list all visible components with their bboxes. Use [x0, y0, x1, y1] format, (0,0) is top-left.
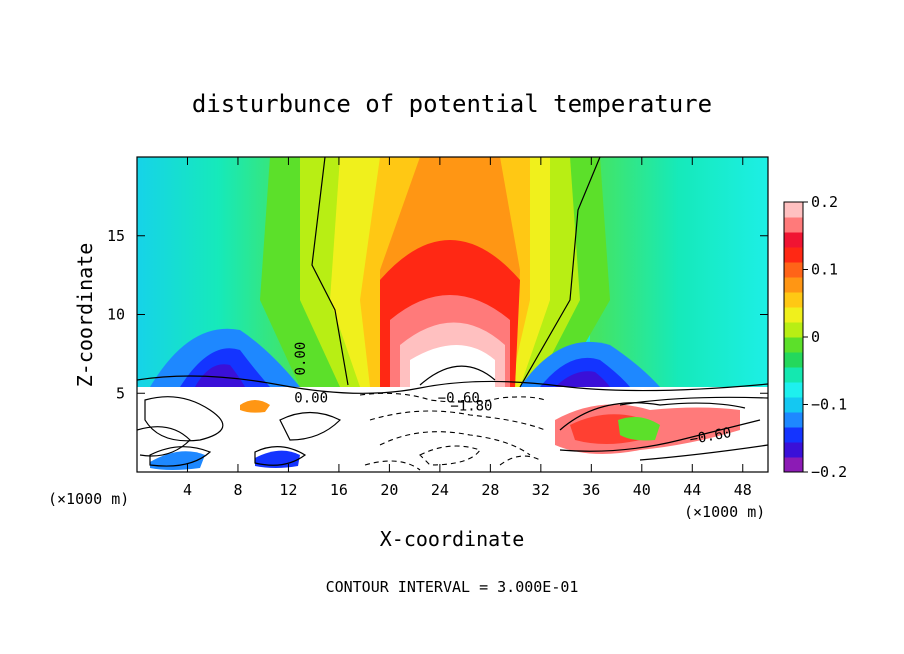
x-tick-label: 32 [532, 481, 550, 499]
colorbar-tick-label: −0.2 [811, 463, 847, 481]
contour-labels: 0.00−0.60−1.80−0.600.00 [293, 342, 733, 448]
colorbar-segment [784, 202, 803, 218]
x-tick-label: 12 [279, 481, 297, 499]
colorbar-tick-label: 0.1 [811, 261, 838, 279]
contour-label: 0.00 [294, 391, 328, 407]
x-tick-label: 20 [380, 481, 398, 499]
contour-label: −0.60 [438, 391, 480, 407]
y-axis-ticks: 5 10 15 [107, 227, 768, 402]
colorbar-tick-label: 0.2 [811, 193, 838, 211]
x-unit-left: (×1000 m) [48, 490, 129, 508]
y-tick-label: 5 [116, 384, 125, 402]
x-tick-label: 44 [683, 481, 701, 499]
x-axis-ticks: 4 8 12 16 20 24 28 32 36 40 44 48 [183, 157, 752, 499]
colorbar-segment [784, 427, 803, 443]
contour-lines [137, 157, 768, 467]
colorbar-segment [784, 262, 803, 278]
contour-lines-dashed [359, 392, 546, 471]
colorbar-segment [784, 442, 803, 458]
colorbar-segment [784, 367, 803, 383]
colorbar-segment [784, 397, 803, 413]
colorbar-segment [784, 277, 803, 293]
x-tick-label: 28 [481, 481, 499, 499]
colorbar-segment [784, 382, 803, 398]
colorbar-segment [784, 322, 803, 338]
colorbar-segment [784, 292, 803, 308]
x-tick-label: 8 [233, 481, 242, 499]
contour-label: −1.80 [450, 399, 492, 415]
chart-title: disturbunce of potential temperature [192, 90, 712, 118]
colorbar-tick-label: 0 [811, 328, 820, 346]
colorbar-segment [784, 247, 803, 263]
colorbar-ticks: 0.2 0.1 0 −0.1 −0.2 [803, 193, 847, 481]
x-axis-label: X-coordinate [380, 527, 525, 551]
y-axis-label: Z-coordinate [73, 243, 97, 388]
contour-label: −0.60 [688, 425, 732, 448]
colorbar-segment [784, 337, 803, 353]
colorbar-segment [784, 217, 803, 233]
contour-interval-note: CONTOUR INTERVAL = 3.000E-01 [326, 578, 579, 596]
contour-label: 0.00 [293, 342, 309, 376]
x-tick-label: 4 [183, 481, 192, 499]
colorbar-segment [784, 412, 803, 428]
colorbar-segment [784, 232, 803, 248]
heatmap-field [137, 157, 768, 472]
x-tick-label: 48 [734, 481, 752, 499]
x-tick-label: 24 [431, 481, 449, 499]
colorbar-segment [784, 457, 803, 473]
colorbar-tick-label: −0.1 [811, 396, 847, 414]
x-unit-right: (×1000 m) [684, 503, 765, 521]
y-tick-label: 15 [107, 227, 125, 245]
colorbar-segment [784, 307, 803, 323]
y-tick-label: 10 [107, 306, 125, 324]
colorbar [783, 201, 804, 473]
x-tick-label: 40 [633, 481, 651, 499]
x-tick-label: 36 [582, 481, 600, 499]
x-tick-label: 16 [330, 481, 348, 499]
colorbar-segment [784, 352, 803, 368]
